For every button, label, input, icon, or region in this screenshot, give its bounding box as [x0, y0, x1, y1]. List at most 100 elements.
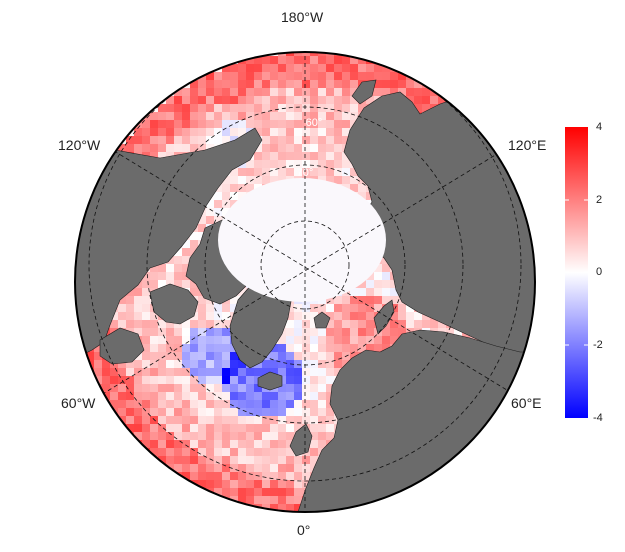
- colorbar-tick-minus2: -2: [593, 339, 603, 351]
- anomaly-cell: [174, 248, 183, 257]
- anomaly-cell: [326, 368, 335, 377]
- anomaly-cell: [182, 440, 191, 449]
- anomaly-cell: [262, 448, 271, 457]
- anomaly-cell: [198, 416, 207, 425]
- anomaly-cell: [110, 400, 119, 409]
- anomaly-cell: [206, 304, 215, 313]
- anomaly-cell: [462, 456, 471, 465]
- anomaly-cell: [198, 368, 207, 377]
- anomaly-cell: [326, 120, 335, 129]
- anomaly-cell: [190, 344, 199, 353]
- anomaly-cell: [454, 464, 463, 473]
- anomaly-cell: [254, 440, 263, 449]
- anomaly-cell: [534, 232, 535, 241]
- anomaly-cell: [190, 408, 199, 417]
- anomaly-cell: [174, 384, 183, 393]
- anomaly-cell: [398, 320, 407, 329]
- anomaly-cell: [214, 480, 223, 489]
- latitude-circle-80: [260, 220, 350, 310]
- anomaly-cell: [158, 152, 167, 161]
- anomaly-cell: [326, 112, 335, 121]
- anomaly-cell: [246, 408, 255, 417]
- lon-label-60e: 60°E: [511, 395, 542, 411]
- anomaly-cell: [350, 288, 359, 297]
- anomaly-cell: [286, 104, 295, 113]
- anomaly-cell: [262, 64, 271, 73]
- anomaly-cell: [374, 288, 383, 297]
- anomaly-cell: [182, 384, 191, 393]
- anomaly-cell: [406, 320, 415, 329]
- anomaly-cell: [350, 112, 359, 121]
- anomaly-cell: [190, 312, 199, 321]
- anomaly-cell: [278, 432, 287, 441]
- anomaly-cell: [334, 344, 343, 353]
- anomaly-cell: [302, 320, 311, 329]
- anomaly-cell: [294, 408, 303, 417]
- anomaly-cell: [150, 152, 159, 161]
- anomaly-cell: [270, 496, 279, 505]
- anomaly-cell: [230, 384, 239, 393]
- anomaly-cell: [158, 120, 167, 129]
- anomaly-cell: [510, 168, 519, 177]
- anomaly-cell: [262, 392, 271, 401]
- anomaly-cell: [230, 304, 239, 313]
- anomaly-cell: [230, 176, 239, 185]
- anomaly-cell: [190, 128, 199, 137]
- anomaly-cell: [166, 392, 175, 401]
- anomaly-cell: [294, 360, 303, 369]
- anomaly-cell: [302, 368, 311, 377]
- anomaly-cell: [190, 424, 199, 433]
- anomaly-cell: [262, 456, 271, 465]
- anomaly-cell: [174, 392, 183, 401]
- anomaly-cell: [286, 384, 295, 393]
- anomaly-cell: [526, 352, 535, 361]
- anomaly-cell: [318, 328, 327, 337]
- anomaly-cell: [326, 72, 335, 81]
- anomaly-cell: [358, 72, 367, 81]
- anomaly-cell: [294, 480, 303, 489]
- anomaly-cell: [214, 400, 223, 409]
- anomaly-cell: [262, 136, 271, 145]
- anomaly-cell: [406, 304, 415, 313]
- anomaly-cell: [262, 408, 271, 417]
- anomaly-cell: [118, 312, 127, 321]
- anomaly-cell: [310, 336, 319, 345]
- anomaly-cell: [270, 56, 279, 65]
- anomaly-cell: [382, 296, 391, 305]
- anomaly-cell: [390, 304, 399, 313]
- anomaly-cell: [134, 432, 143, 441]
- anomaly-cell: [174, 256, 183, 265]
- anomaly-cell: [326, 144, 335, 153]
- anomaly-cell: [222, 336, 231, 345]
- anomaly-cell: [142, 304, 151, 313]
- anomaly-cell: [374, 272, 383, 281]
- anomaly-cell: [310, 120, 319, 129]
- anomaly-cell: [230, 112, 239, 121]
- anomaly-cell: [102, 368, 111, 377]
- anomaly-cell: [198, 392, 207, 401]
- anomaly-cell: [198, 80, 207, 89]
- anomaly-cell: [150, 112, 159, 121]
- anomaly-cell: [166, 384, 175, 393]
- anomaly-cell: [158, 448, 167, 457]
- anomaly-cell: [206, 312, 215, 321]
- anomaly-cell: [262, 72, 271, 81]
- lon-label-120w: 120°W: [58, 137, 101, 153]
- anomaly-cell: [214, 96, 223, 105]
- anomaly-cell: [182, 120, 191, 129]
- anomaly-cell: [302, 328, 311, 337]
- anomaly-cell: [534, 328, 535, 337]
- anomaly-cell: [270, 448, 279, 457]
- anomaly-cell: [358, 312, 367, 321]
- anomaly-cell: [198, 360, 207, 369]
- anomaly-cell: [206, 464, 215, 473]
- anomaly-cell: [158, 424, 167, 433]
- anomaly-cell: [190, 456, 199, 465]
- anomaly-cell: [382, 72, 391, 81]
- anomaly-cell: [342, 312, 351, 321]
- anomaly-cell: [270, 512, 279, 521]
- anomaly-cell: [198, 448, 207, 457]
- anomaly-cell: [246, 456, 255, 465]
- anomaly-cell: [142, 352, 151, 361]
